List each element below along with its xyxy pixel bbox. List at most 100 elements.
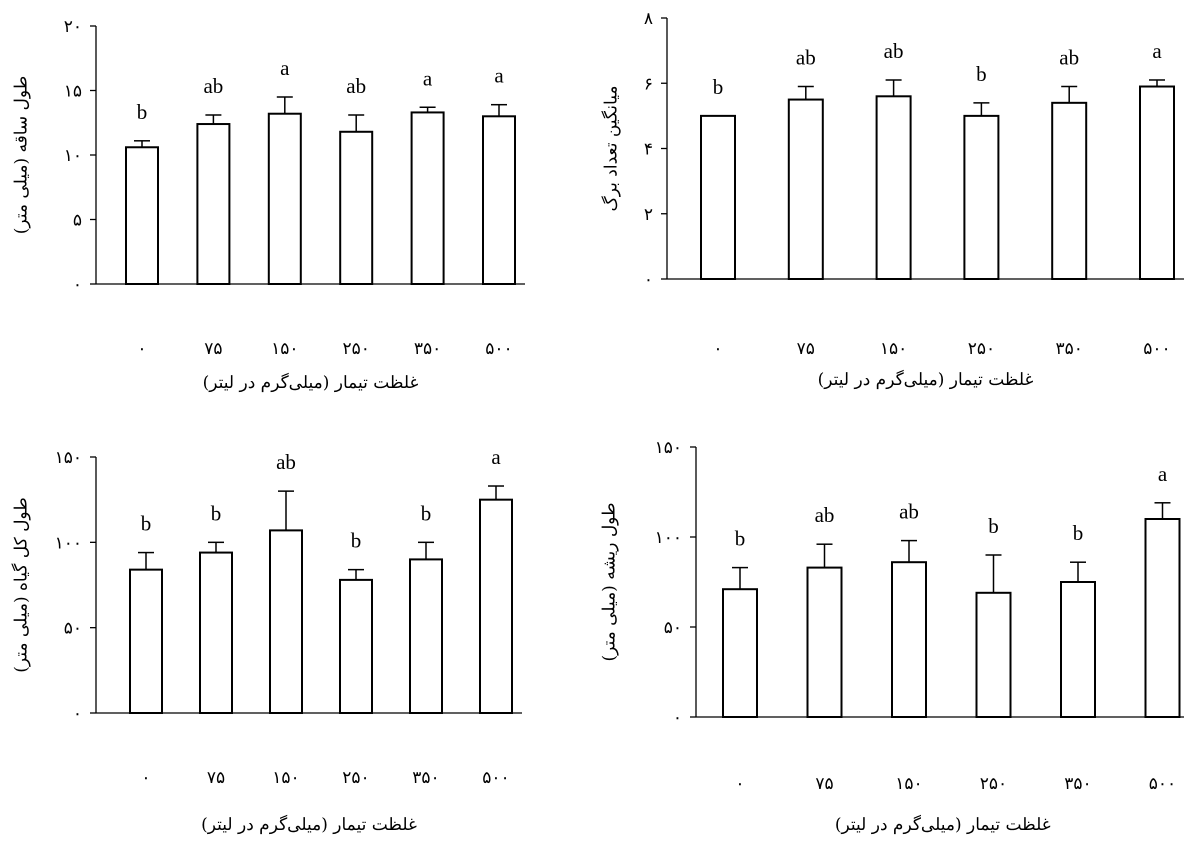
bar — [700, 114, 736, 280]
x-tick-label: ۱۵۰ — [880, 339, 907, 359]
bar — [1144, 518, 1181, 718]
significance-label: a — [491, 445, 501, 469]
y-tick-label: ۵ — [73, 211, 82, 231]
bar — [409, 558, 443, 715]
significance-label: b — [976, 62, 987, 86]
x-tick-label: ۲۵۰ — [968, 339, 995, 359]
bar — [267, 112, 302, 285]
x-tick-label: ۲۵۰ — [342, 339, 369, 359]
x-tick-label: ۱۵۰ — [271, 339, 298, 359]
bar — [129, 568, 163, 715]
x-tick-label: ۲۵۰ — [342, 768, 369, 788]
y-tick-label: ۱۵۰ — [655, 438, 682, 458]
y-tick-label: ۱۰ — [64, 146, 82, 166]
y-axis-title: طول کل گیاه (میلی متر) — [11, 497, 32, 672]
chart-panel-1: ۰ ۵ ۱۰ ۱۵ ۲۰ b ۰ ab ۷۵ a ۱۵۰ ab ۲۵۰ a ۳۵۰ a ۵۰۰ غلظت تیما… — [12, 17, 525, 393]
significance-label: b — [713, 75, 724, 99]
y-tick-label: ۴ — [644, 140, 653, 160]
y-tick-label: ۰ — [73, 275, 82, 295]
x-tick-label: ۱۵۰ — [272, 768, 299, 788]
x-tick-label: ۵۰۰ — [1149, 774, 1176, 794]
significance-label: ab — [815, 503, 835, 527]
significance-label: b — [735, 527, 746, 551]
x-tick-label: ۳۵۰ — [414, 339, 441, 359]
x-axis-title: غلظت تیمار (میلی‌گرم در لیتر) — [835, 814, 1051, 835]
y-tick-label: ۰ — [644, 270, 653, 290]
x-tick-label: ۰ — [713, 339, 722, 359]
y-tick-label: ۱۰۰ — [55, 533, 82, 553]
significance-label: b — [421, 501, 432, 525]
significance-label: b — [137, 100, 148, 124]
x-tick-label: ۲۵۰ — [980, 774, 1007, 794]
y-tick-label: ۶ — [644, 74, 653, 94]
bar — [125, 146, 159, 285]
x-tick-label: ۳۵۰ — [412, 768, 439, 788]
x-tick-label: ۰ — [137, 339, 146, 359]
bar — [722, 588, 758, 719]
bar — [269, 529, 303, 714]
significance-label: a — [1158, 462, 1168, 486]
significance-label: a — [494, 64, 504, 88]
bar — [787, 98, 824, 280]
y-tick-label: ۱۰۰ — [655, 528, 682, 548]
bar — [1060, 581, 1096, 718]
chart-panel-3: ۰ ۵۰ ۱۰۰ ۱۵۰ b ۰ b ۷۵ ab ۱۵۰ b ۲۵۰ b ۳۵۰ a ۵۰۰ غلظت تیما… — [11, 445, 522, 835]
y-tick-label: ۵۰ — [64, 619, 82, 639]
significance-label: ab — [884, 39, 904, 63]
y-axis-title: طول ساقه (میلی متر) — [12, 76, 32, 234]
y-tick-label: ۰ — [673, 708, 682, 728]
bar — [875, 95, 912, 280]
y-tick-label: ۸ — [644, 9, 653, 29]
bar — [199, 551, 233, 714]
x-tick-label: ۵۰۰ — [1143, 339, 1170, 359]
x-tick-label: ۷۵ — [797, 339, 815, 359]
bar — [975, 591, 1012, 718]
y-tick-label: ۰ — [73, 704, 82, 724]
y-tick-label: ۲ — [644, 205, 653, 225]
significance-label: b — [1073, 521, 1084, 545]
bar — [482, 115, 516, 285]
significance-label: b — [351, 529, 362, 553]
bar — [339, 130, 374, 285]
bar — [196, 123, 231, 286]
significance-label: b — [211, 501, 222, 525]
y-tick-label: ۱۵ — [64, 82, 82, 102]
significance-label: ab — [1059, 46, 1079, 70]
significance-label: a — [1152, 39, 1162, 63]
x-tick-label: ۱۵۰ — [895, 774, 922, 794]
significance-label: ab — [796, 46, 816, 70]
significance-label: b — [141, 512, 152, 536]
significance-label: ab — [276, 450, 296, 474]
x-tick-label: ۳۵۰ — [1064, 774, 1091, 794]
bar — [806, 566, 843, 718]
y-axis-title: میانگین تعداد برگ — [601, 86, 622, 212]
bar — [479, 498, 513, 714]
chart-panel-2: ۰ ۲ ۴ ۶ ۸ b ۰ ab ۷۵ ab ۱۵۰ b ۲۵۰ ab ۳۵۰ a ۵۰۰ غلظت تیمار … — [601, 9, 1184, 390]
x-axis-title: غلظت تیمار (میلی‌گرم در لیتر) — [201, 814, 417, 835]
significance-label: a — [280, 56, 290, 80]
bar — [410, 111, 445, 286]
chart-panel-4: ۰ ۵۰ ۱۰۰ ۱۵۰ b ۰ ab ۷۵ ab ۱۵۰ b ۲۵۰ b ۳۵۰ a ۵۰۰ غلظت تیم… — [600, 438, 1184, 835]
significance-label: ab — [203, 74, 223, 98]
x-tick-label: ۰ — [735, 774, 744, 794]
significance-label: ab — [346, 74, 366, 98]
x-tick-label: ۳۵۰ — [1055, 339, 1082, 359]
x-tick-label: ۵۰۰ — [485, 339, 512, 359]
x-tick-label: ۵۰۰ — [482, 768, 509, 788]
bar — [1051, 101, 1088, 280]
x-tick-label: ۷۵ — [207, 768, 225, 788]
bar — [963, 114, 1000, 280]
x-tick-label: ۷۵ — [815, 774, 833, 794]
y-axis-title: طول ریشه (میلی متر) — [600, 502, 620, 661]
x-axis-title: غلظت تیمار (میلی‌گرم در لیتر) — [203, 372, 419, 393]
significance-label: b — [988, 514, 999, 538]
y-tick-label: ۲۰ — [64, 17, 82, 37]
significance-label: a — [423, 66, 433, 90]
significance-label: ab — [899, 500, 919, 524]
bar — [891, 561, 927, 719]
y-tick-label: ۵۰ — [664, 618, 682, 638]
bar — [339, 578, 373, 714]
x-axis-title: غلظت تیمار (میلی‌گرم در لیتر) — [818, 369, 1034, 390]
x-tick-label: ۰ — [141, 768, 150, 788]
